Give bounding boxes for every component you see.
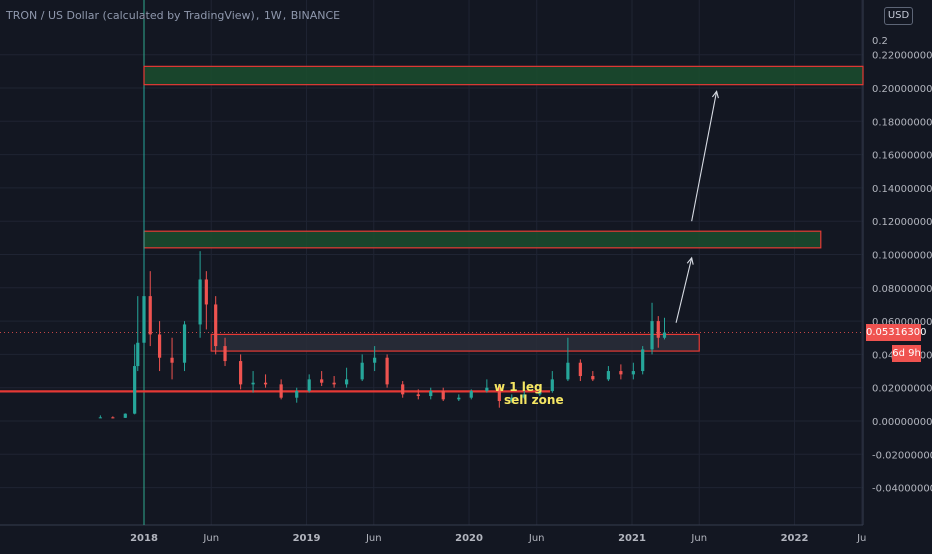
candle-body [497,387,501,402]
candle-body [142,296,146,343]
candle-body [204,279,208,305]
candle-body [123,413,127,418]
price-axis-label: 0.2 [872,36,888,47]
annotation-text: sell zone [504,393,564,407]
candle-body [295,391,299,398]
time-axis-label: Jun [690,533,707,544]
projection-arrow-1 [691,91,718,222]
time-axis-label: Jun [528,533,545,544]
price-axis-label: 0.18000000 [872,117,932,128]
price-axis-label: 0.14000000 [872,184,932,195]
candle-body [510,397,514,402]
candle-body [591,376,595,380]
currency-button[interactable]: USD [884,7,913,25]
zone-box-2 [210,333,700,352]
price-axis-label: -0.02000000 [872,450,932,461]
price-axis-label: 0.02000000 [872,384,932,395]
candle-body [98,417,102,419]
candle-body [148,296,152,335]
candle-body [578,362,582,377]
exchange-label: BINANCE [290,9,341,22]
candle-body [320,379,324,383]
last-price-tag: 0.05316300 [866,324,926,341]
candle-body [239,361,243,385]
candle-body [307,379,311,392]
candle-body [385,357,389,385]
price-axis-label: 0.12000000 [872,217,932,228]
price-axis-label: -0.04000000 [872,484,932,495]
symbol-name: TRON / US Dollar (calculated by TradingV… [6,9,255,22]
candle-body [136,342,140,367]
price-axis-label: 0.10000000 [872,251,932,262]
candle-body [111,417,115,419]
bar-countdown-tag: 6d 9h [892,345,921,362]
time-axis-label: 2022 [781,533,809,544]
candle-body [550,379,554,392]
candle-body [182,324,187,363]
candle-body [279,384,283,398]
price-axis-label: 0.00000000 [872,417,932,428]
time-axis-label: 2019 [293,533,321,544]
candle-body [538,391,542,395]
candle-body [469,391,473,398]
candle-body [198,279,202,325]
arrow-head-icon [686,256,694,265]
price-axis-label: 0.22000000 [872,51,932,62]
candle-body [485,387,489,392]
candle-body [656,321,660,338]
candle-body [170,357,174,363]
candle-body [566,362,570,380]
arrow-head-icon [711,90,719,99]
time-axis-label: Jun [202,533,219,544]
zone-box-0 [143,65,864,86]
annotation-text: w 1 leg [494,380,543,394]
candle-body [522,394,526,398]
candle-body [332,382,336,385]
candle-body [631,371,635,375]
time-axis-label: Jun [365,533,382,544]
candle-body [214,304,218,347]
candle-body [401,384,405,395]
time-axis-label: 2018 [130,533,158,544]
candle-body [360,362,364,380]
time-axis-label: 2021 [618,533,646,544]
candle-body [662,332,667,338]
candle-body [373,357,377,363]
candle-body [416,394,420,397]
price-axis-label: 0.16000000 [872,151,932,162]
time-axis-label: 2020 [455,533,483,544]
price-axis-label: 0.08000000 [872,284,932,295]
candle-body [429,391,433,397]
candle-body [223,346,227,362]
candle-body [606,371,611,380]
projection-arrow-0 [675,257,693,323]
candle-body [641,349,645,372]
candle-body [133,366,137,414]
candle-body [344,379,349,385]
candle-body [441,391,445,400]
candle-body [157,334,162,358]
zone-box-1 [143,230,822,249]
candle-body [619,371,623,375]
interval-label[interactable]: 1W [263,9,282,22]
symbol-title: TRON / US Dollar (calculated by TradingV… [6,9,341,22]
time-axis-label: Ju [856,533,866,544]
price-axis-label: 0.06000000 [872,317,932,328]
candle-body [251,382,255,385]
candle-body [457,397,461,400]
candle-body [263,382,268,385]
candle-body [650,321,654,350]
price-axis-label: 0.20000000 [872,84,932,95]
